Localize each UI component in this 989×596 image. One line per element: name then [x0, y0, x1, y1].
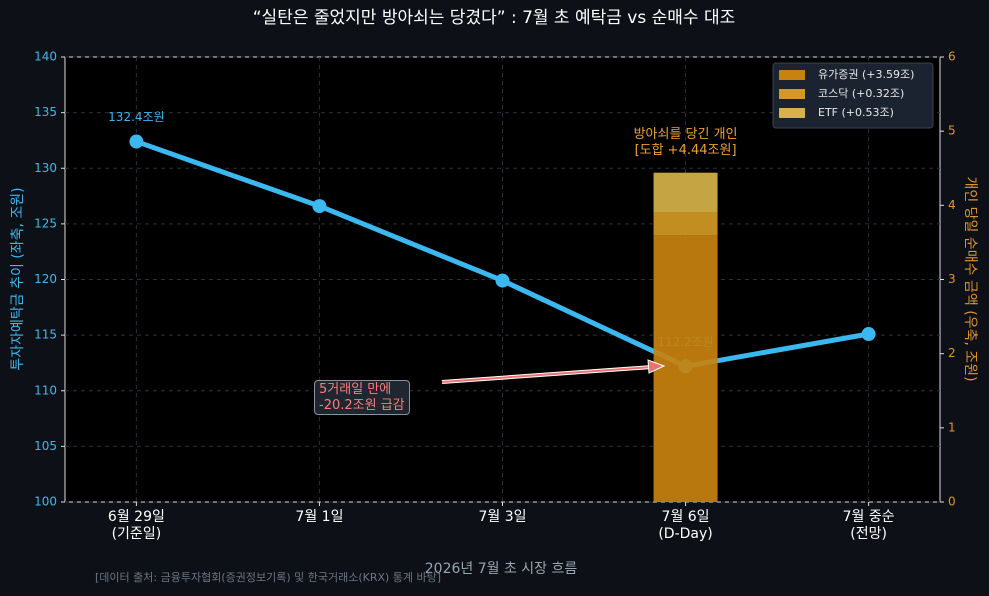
- y-tick-label: 100: [34, 495, 57, 509]
- annotation: 방아쇠를 당긴 개인 [도합 +4.44조원]: [633, 127, 738, 158]
- y-tick-label: 135: [34, 105, 57, 119]
- arrow: [441, 366, 653, 383]
- legend-label: 유가증권 (+3.59조): [818, 68, 914, 81]
- source: [데이터 출처: 금융투자협회(증권정보기록) 및 한국거래소(KRX) 통계 …: [95, 571, 441, 584]
- line-point: [861, 327, 876, 342]
- y-tick-label: 140: [34, 50, 57, 64]
- legend-box: [772, 62, 934, 129]
- y-tick-label: 105: [34, 439, 57, 453]
- bar: [653, 172, 718, 213]
- y-tick-label: 120: [34, 272, 57, 286]
- y-tick-label: 130: [34, 161, 57, 175]
- chart-title: “실탄은 줄었지만 방아쇠는 당겼다” : 7월 초 예탁금 vs 순매수 대조: [253, 8, 735, 28]
- x-tick-label: 7월 6일 (D-Day): [658, 509, 713, 542]
- y2-tick-label: 4: [948, 198, 956, 212]
- bar: [653, 235, 718, 502]
- legend-swatch: [779, 108, 805, 118]
- bar: [653, 212, 718, 236]
- x-tick-label: 6월 29일 (기준일): [107, 509, 165, 542]
- y-tick-label: 115: [34, 328, 57, 342]
- legend-label: ETF (+0.53조): [818, 106, 894, 119]
- legend-swatch: [779, 70, 805, 80]
- y2-axis-label: 개인 당일 순매수 금액 (우축, 조원): [962, 176, 978, 381]
- line-point: [495, 273, 510, 288]
- y2-tick-label: 1: [948, 420, 956, 434]
- x-tick-label: 7월 3일: [478, 509, 527, 525]
- y-tick-label: 125: [34, 216, 57, 230]
- legend-swatch: [779, 89, 805, 99]
- data-label: 132.4조원: [108, 110, 164, 124]
- y2-tick-label: 2: [948, 346, 956, 360]
- y2-tick-label: 0: [948, 495, 956, 509]
- x-tick-label: 7월 1일: [295, 509, 344, 525]
- y-axis-label: 투자자예탁금 추이 (좌축, 조원): [10, 187, 26, 370]
- y2-tick-label: 3: [948, 272, 956, 286]
- legend-label: 코스닥 (+0.32조): [818, 87, 904, 100]
- annotation: 5거래일 만에 -20.2조원 급감: [314, 380, 410, 416]
- y2-tick-label: 6: [948, 50, 956, 64]
- y-tick-label: 110: [34, 383, 57, 397]
- y2-tick-label: 5: [948, 124, 956, 138]
- arrow-head: [647, 359, 666, 374]
- line-point: [312, 199, 327, 214]
- line-point: [129, 134, 144, 149]
- x-axis-label: 2026년 7월 초 시장 흐름: [425, 561, 578, 577]
- x-tick-label: 7월 중순 (전망): [842, 509, 895, 542]
